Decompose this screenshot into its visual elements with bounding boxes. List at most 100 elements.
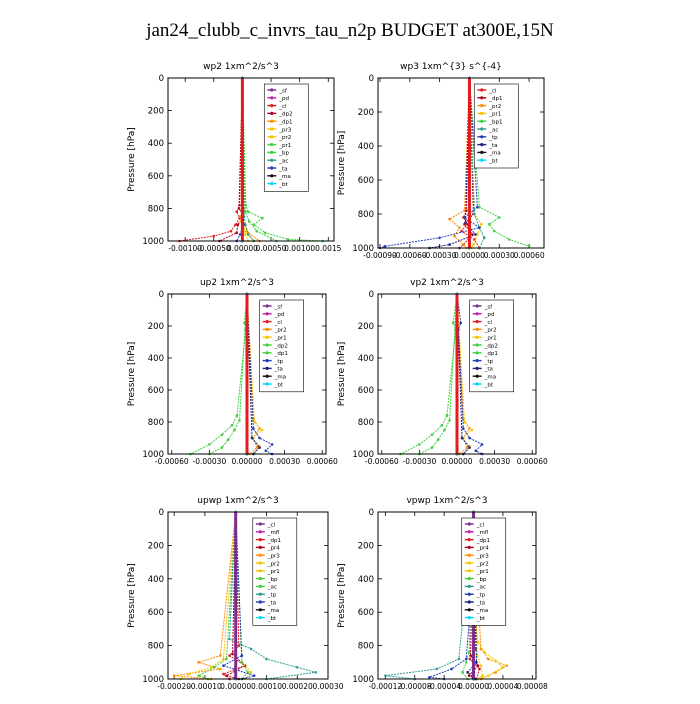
legend: _cl _mfl _dp1 _pr4 _pr3_pr2 _pr1 _bp _ac _tp_ta _… bbox=[252, 517, 298, 626]
data-point bbox=[507, 238, 511, 241]
data-point bbox=[464, 221, 467, 224]
data-point bbox=[467, 674, 471, 677]
legend-marker bbox=[480, 119, 484, 123]
data-point bbox=[494, 659, 497, 662]
x-tick-label: -0.00030 bbox=[423, 251, 457, 260]
y-tick-label: 400 bbox=[358, 575, 374, 585]
x-tick-label: -0.00060 bbox=[155, 457, 189, 466]
data-point bbox=[234, 223, 237, 226]
y-tick-label: 1000 bbox=[352, 675, 374, 685]
series-line-cl bbox=[179, 77, 243, 242]
legend-entry: _dp2 bbox=[274, 343, 288, 349]
data-point bbox=[258, 446, 261, 449]
plot-frame bbox=[377, 293, 537, 455]
data-point bbox=[476, 233, 479, 236]
legend-marker bbox=[475, 335, 479, 339]
y-axis-label: Pressure [hPa] bbox=[337, 563, 347, 628]
legend-marker bbox=[270, 158, 274, 162]
data-point bbox=[505, 664, 508, 667]
legend-marker bbox=[258, 600, 262, 604]
y-tick-label: 1000 bbox=[142, 675, 164, 685]
chart-panel-4: vp2 1xm^2/s^3 Pressure [hPa] 0 200 400 600 800… bbox=[337, 278, 548, 466]
legend-entry: _pr3 bbox=[278, 127, 292, 133]
legend-marker bbox=[475, 359, 479, 363]
y-tick-label: 400 bbox=[358, 354, 374, 364]
data-point bbox=[459, 321, 463, 325]
legend-marker bbox=[258, 577, 262, 581]
x-tick-label: 0.00060 bbox=[514, 251, 545, 260]
y-tick-label: 200 bbox=[148, 107, 164, 117]
x-tick-label: -0.00010 bbox=[188, 682, 222, 691]
legend-entry: _pr3 bbox=[267, 554, 281, 560]
legend-marker bbox=[480, 143, 484, 147]
x-tick-label: 0.00020 bbox=[282, 682, 313, 691]
legend-marker bbox=[258, 545, 262, 550]
y-tick-label: 0 bbox=[159, 290, 164, 300]
y-axis-label: Pressure [hPa] bbox=[127, 127, 137, 192]
legend-entry: _cl bbox=[484, 320, 493, 326]
data-point bbox=[230, 423, 234, 427]
data-point bbox=[478, 205, 481, 209]
legend-entry: _pr4 bbox=[267, 546, 281, 552]
legend-entry: _bp bbox=[476, 577, 487, 583]
data-point bbox=[219, 667, 222, 671]
series-line-ta bbox=[246, 293, 261, 455]
chart-panel-3: up2 1xm^2/s^3 Pressure [hPa] 0 200 400 600 800… bbox=[127, 278, 338, 466]
y-tick-label: 600 bbox=[358, 608, 374, 618]
data-point bbox=[467, 650, 471, 654]
legend-entry: _pd bbox=[484, 312, 495, 318]
x-tick-label: 0.00030 bbox=[479, 457, 510, 466]
data-point bbox=[457, 657, 461, 661]
data-point bbox=[188, 672, 191, 676]
data-point bbox=[222, 672, 225, 676]
legend-entry: _pr1 bbox=[274, 336, 287, 342]
series-line-dp1 bbox=[222, 511, 246, 680]
chart-title: upwp 1xm^2/s^3 bbox=[197, 496, 278, 506]
legend-marker bbox=[265, 320, 269, 324]
legend-entry: _pd bbox=[278, 96, 289, 102]
data-point bbox=[443, 428, 446, 432]
legend-marker bbox=[467, 584, 471, 589]
data-point bbox=[233, 428, 236, 432]
y-tick-label: 400 bbox=[148, 575, 164, 585]
legend-marker bbox=[265, 374, 269, 378]
legend-marker bbox=[467, 608, 471, 612]
data-point bbox=[486, 657, 490, 661]
x-tick-label: -0.00012 bbox=[368, 682, 402, 691]
legend-entry: _sf bbox=[484, 304, 494, 310]
legend-marker bbox=[480, 135, 484, 139]
legend-marker bbox=[467, 545, 471, 550]
legend: _sf _pd _cl _pr2 _pr1_dp2 _dp1 _tp _ta _ma_bt bbox=[259, 299, 304, 393]
data-point bbox=[226, 438, 230, 441]
y-tick-label: 600 bbox=[148, 608, 164, 618]
x-tick-label: -0.00030 bbox=[403, 457, 437, 466]
legend-entry: _bp1 bbox=[488, 120, 502, 126]
legend-marker bbox=[480, 127, 484, 131]
x-tick-label: 0.00030 bbox=[269, 457, 300, 466]
legend-marker bbox=[475, 366, 479, 370]
data-point bbox=[481, 674, 484, 677]
chart-panel-5: upwp 1xm^2/s^3 Pressure [hPa] 0 200 400 600 80… bbox=[127, 496, 344, 691]
data-point bbox=[235, 210, 238, 213]
legend-entry: _cl bbox=[267, 522, 276, 528]
legend-marker bbox=[467, 577, 471, 581]
x-tick-label: -0.00050 bbox=[197, 244, 231, 253]
legend-marker bbox=[265, 312, 269, 316]
legend-marker bbox=[270, 150, 274, 154]
chart-title: wp3 1xm^{3} s^{-4} bbox=[400, 62, 502, 72]
y-axis-label: Pressure [hPa] bbox=[127, 342, 137, 407]
series-line-ta bbox=[222, 511, 256, 680]
data-point bbox=[438, 236, 441, 240]
series-line-dp2 bbox=[190, 293, 248, 455]
legend-entry: _pr2 bbox=[484, 328, 497, 334]
x-tick-label: 0.00010 bbox=[251, 682, 282, 691]
x-tick-label: 0.00060 bbox=[517, 457, 548, 466]
y-tick-label: 1000 bbox=[352, 450, 374, 460]
legend-entry: _mfl bbox=[267, 530, 280, 536]
x-tick-label: 0.00060 bbox=[307, 457, 338, 466]
data-point bbox=[460, 436, 464, 440]
data-point bbox=[448, 419, 451, 422]
data-point bbox=[228, 637, 231, 641]
legend-entry: _pr2 bbox=[476, 561, 489, 567]
chart-title: vpwp 1xm^2/s^3 bbox=[406, 496, 487, 506]
